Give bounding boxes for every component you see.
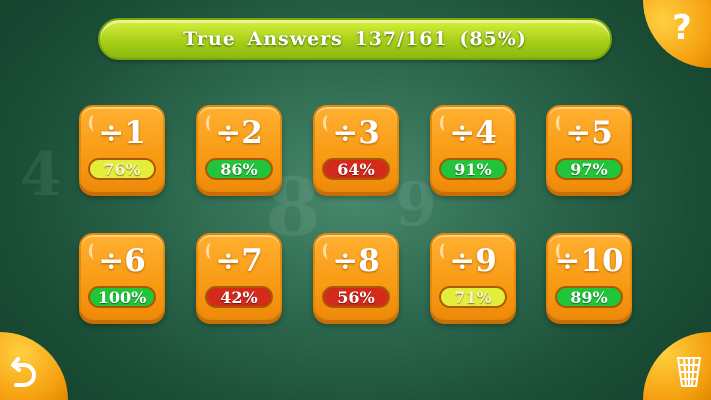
division-table-7-button[interactable]: ÷7 42% bbox=[196, 233, 282, 320]
shine-decoration bbox=[323, 115, 333, 131]
score-badge: 42% bbox=[205, 286, 273, 308]
tile-label: ÷3 bbox=[332, 115, 380, 151]
score-badge: 91% bbox=[439, 158, 507, 180]
tile-label: ÷5 bbox=[565, 115, 613, 151]
true-answers-banner: True Answers 137/161 (85%) bbox=[98, 18, 612, 60]
shine-decoration bbox=[440, 243, 450, 259]
division-table-8-button[interactable]: ÷8 56% bbox=[313, 233, 399, 320]
division-table-6-button[interactable]: ÷6 100% bbox=[79, 233, 165, 320]
reset-stats-button[interactable] bbox=[643, 332, 711, 400]
shine-decoration bbox=[556, 115, 566, 131]
division-table-2-button[interactable]: ÷2 86% bbox=[196, 105, 282, 192]
division-table-1-button[interactable]: ÷1 76% bbox=[79, 105, 165, 192]
division-table-4-button[interactable]: ÷4 91% bbox=[430, 105, 516, 192]
score-badge: 97% bbox=[555, 158, 623, 180]
division-table-5-button[interactable]: ÷5 97% bbox=[546, 105, 632, 192]
shine-decoration bbox=[206, 243, 216, 259]
background-decoration: 9 bbox=[395, 170, 437, 240]
background-decoration: 4 bbox=[20, 140, 62, 210]
division-table-3-button[interactable]: ÷3 64% bbox=[313, 105, 399, 192]
tile-label: ÷1 bbox=[98, 115, 146, 151]
tile-label: ÷9 bbox=[449, 243, 497, 279]
tile-label: ÷7 bbox=[215, 243, 263, 279]
division-table-9-button[interactable]: ÷9 71% bbox=[430, 233, 516, 320]
tile-label: ÷10 bbox=[554, 243, 624, 279]
help-button[interactable]: ? bbox=[643, 0, 711, 68]
undo-arrow-icon bbox=[11, 357, 36, 387]
question-mark-icon: ? bbox=[672, 8, 692, 48]
trash-icon bbox=[676, 357, 702, 387]
score-badge: 86% bbox=[205, 158, 273, 180]
shine-decoration bbox=[440, 115, 450, 131]
score-badge: 64% bbox=[322, 158, 390, 180]
tile-label: ÷2 bbox=[215, 115, 263, 151]
shine-decoration bbox=[323, 243, 333, 259]
shine-decoration bbox=[206, 115, 216, 131]
shine-decoration bbox=[89, 115, 99, 131]
division-table-10-button[interactable]: ÷10 89% bbox=[546, 233, 632, 320]
score-badge: 89% bbox=[555, 286, 623, 308]
score-badge: 56% bbox=[322, 286, 390, 308]
back-button[interactable] bbox=[0, 332, 68, 400]
tile-label: ÷6 bbox=[98, 243, 146, 279]
score-badge: 76% bbox=[88, 158, 156, 180]
shine-decoration bbox=[556, 243, 566, 259]
score-badge: 100% bbox=[88, 286, 156, 308]
shine-decoration bbox=[89, 243, 99, 259]
score-badge: 71% bbox=[439, 286, 507, 308]
tile-label: ÷4 bbox=[449, 115, 497, 151]
tile-label: ÷8 bbox=[332, 243, 380, 279]
